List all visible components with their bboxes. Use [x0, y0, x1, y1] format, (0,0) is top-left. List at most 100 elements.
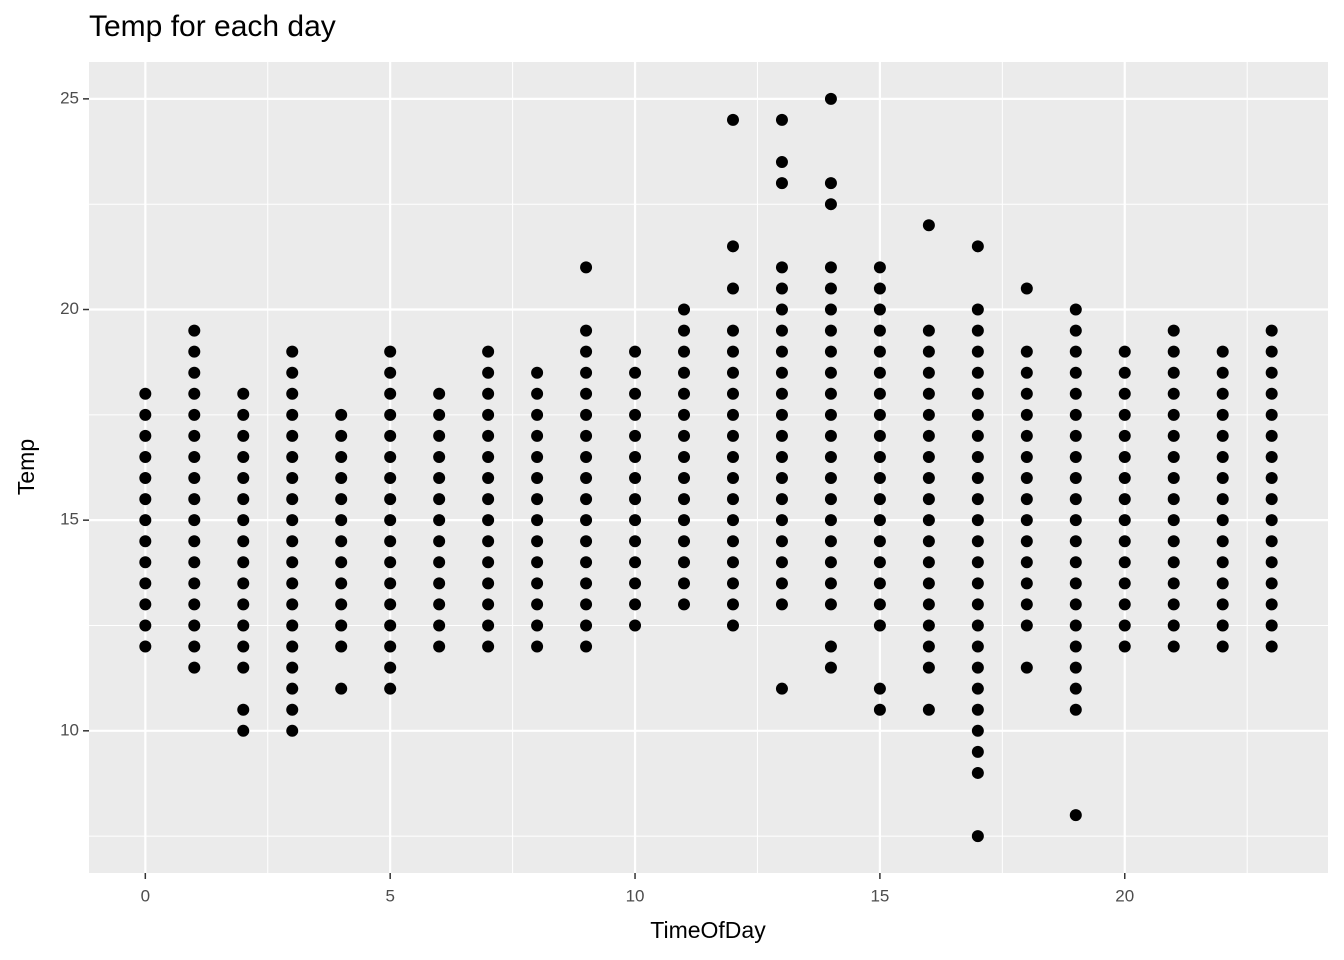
point [286, 577, 299, 590]
point [433, 619, 446, 632]
point [1069, 303, 1082, 316]
point [1118, 345, 1131, 358]
x-tick-label: 20 [1115, 886, 1134, 905]
point [286, 514, 299, 527]
point [1216, 345, 1229, 358]
point [873, 619, 886, 632]
point [922, 493, 935, 506]
point [1265, 535, 1278, 548]
point [580, 429, 593, 442]
x-tick-label: 0 [141, 886, 150, 905]
point [1167, 640, 1180, 653]
point [1069, 324, 1082, 337]
point [726, 577, 739, 590]
x-tick-label: 10 [626, 886, 645, 905]
point [873, 303, 886, 316]
point [971, 598, 984, 611]
point [580, 450, 593, 463]
point [1020, 577, 1033, 590]
point [580, 556, 593, 569]
point [873, 429, 886, 442]
point [1216, 619, 1229, 632]
point [678, 577, 691, 590]
point [139, 387, 152, 400]
point [1020, 429, 1033, 442]
point [384, 640, 397, 653]
point [1216, 535, 1229, 548]
point [824, 640, 837, 653]
point [286, 703, 299, 716]
point [922, 514, 935, 527]
point [629, 387, 642, 400]
point [1265, 598, 1278, 611]
point [1167, 556, 1180, 569]
point [1265, 387, 1278, 400]
point [482, 556, 495, 569]
point [629, 493, 642, 506]
point [384, 598, 397, 611]
point [922, 450, 935, 463]
point [873, 556, 886, 569]
point [384, 366, 397, 379]
point [775, 261, 788, 274]
point [824, 387, 837, 400]
point [1118, 598, 1131, 611]
point [678, 345, 691, 358]
point [1069, 661, 1082, 674]
point [726, 282, 739, 295]
point [1118, 429, 1131, 442]
point [922, 556, 935, 569]
point [824, 556, 837, 569]
point [286, 640, 299, 653]
point [775, 324, 788, 337]
point [629, 472, 642, 485]
point [531, 556, 544, 569]
point [971, 556, 984, 569]
point [922, 598, 935, 611]
point [971, 324, 984, 337]
point [775, 429, 788, 442]
point [1069, 535, 1082, 548]
point [726, 535, 739, 548]
point [1216, 429, 1229, 442]
point [188, 661, 201, 674]
point [1216, 408, 1229, 421]
point [139, 514, 152, 527]
point [1118, 493, 1131, 506]
point [824, 261, 837, 274]
point [629, 450, 642, 463]
point [629, 535, 642, 548]
point [971, 450, 984, 463]
point [1167, 535, 1180, 548]
point [1069, 703, 1082, 716]
point [1265, 429, 1278, 442]
point [1118, 472, 1131, 485]
point [188, 577, 201, 590]
point [678, 450, 691, 463]
point [433, 450, 446, 463]
point [580, 514, 593, 527]
point [775, 113, 788, 126]
point [1118, 450, 1131, 463]
y-tick-label: 20 [60, 299, 79, 318]
point [678, 556, 691, 569]
point [873, 408, 886, 421]
point [531, 535, 544, 548]
point [873, 261, 886, 274]
point [384, 450, 397, 463]
point [775, 345, 788, 358]
point [824, 282, 837, 295]
point [237, 514, 250, 527]
point [335, 535, 348, 548]
point [139, 556, 152, 569]
point [531, 366, 544, 379]
point [726, 113, 739, 126]
point [726, 429, 739, 442]
point [971, 535, 984, 548]
point [824, 450, 837, 463]
point [775, 408, 788, 421]
point [580, 366, 593, 379]
point [384, 556, 397, 569]
point [1020, 598, 1033, 611]
point [971, 724, 984, 737]
